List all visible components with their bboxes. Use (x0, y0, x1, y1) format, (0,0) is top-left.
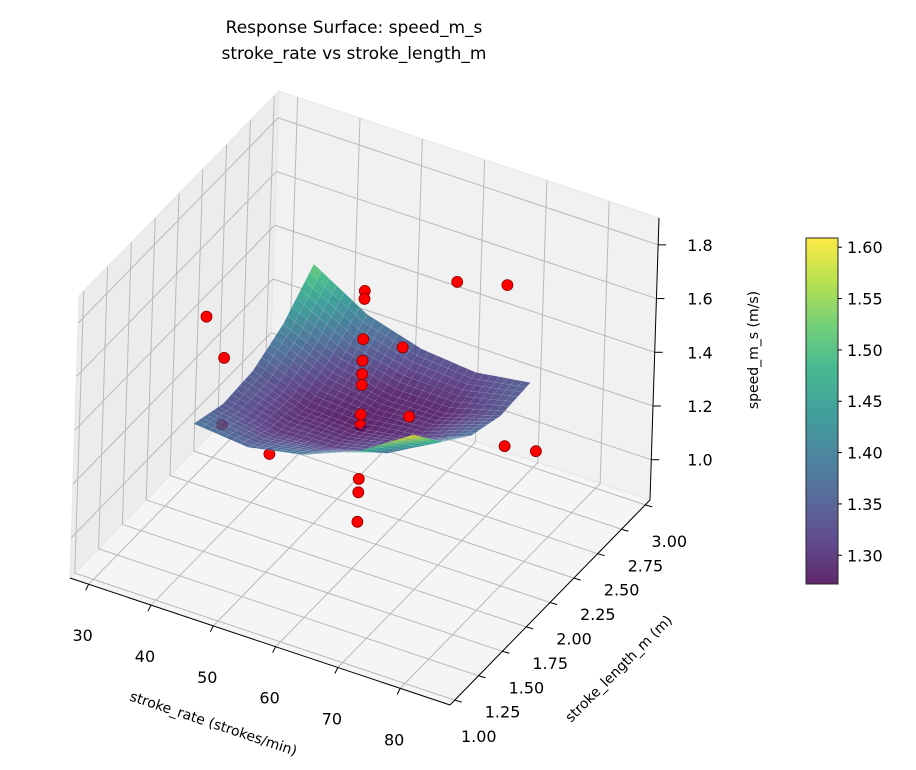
colorbar-tick-label: 1.50 (847, 341, 883, 360)
data-point (358, 334, 369, 345)
y-tick-label: 2.00 (556, 630, 592, 649)
y-tick-mark (598, 554, 605, 556)
y-tick-label: 1.75 (532, 654, 568, 673)
colorbar-tick-label: 1.45 (847, 392, 883, 411)
colorbar-tick-label: 1.40 (847, 444, 883, 463)
data-point (355, 409, 366, 420)
x-tick-label: 80 (384, 730, 404, 749)
y-tick-label: 1.25 (485, 703, 521, 722)
data-point (499, 441, 510, 452)
y-tick-label: 2.50 (604, 581, 640, 600)
data-point (404, 411, 415, 422)
z-tick-label: 1.2 (687, 397, 712, 416)
data-point (353, 487, 364, 498)
data-point (502, 280, 513, 291)
data-point (353, 473, 364, 484)
colorbar-tick-label: 1.35 (847, 495, 883, 514)
x-tick-mark (86, 584, 89, 590)
y-tick-mark (550, 603, 557, 605)
y-tick-label: 2.25 (580, 605, 616, 624)
x-tick-label: 30 (73, 626, 93, 645)
y-tick-mark (526, 627, 533, 629)
y-tick-mark (574, 578, 581, 580)
x-tick-mark (397, 688, 400, 694)
y-tick-mark (502, 651, 509, 653)
y-tick-label: 2.75 (628, 556, 664, 575)
chart-subtitle: stroke_rate vs stroke_length_m (222, 44, 487, 64)
y-tick-label: 1.00 (461, 727, 497, 746)
data-point (452, 276, 463, 287)
data-point (356, 379, 367, 390)
colorbar-tick-label: 1.30 (847, 546, 883, 565)
z-tick-label: 1.0 (687, 451, 712, 470)
x-tick-label: 50 (197, 668, 217, 687)
data-point (219, 352, 230, 363)
x-tick-label: 60 (259, 689, 279, 708)
z-tick-label: 1.6 (687, 290, 712, 309)
y-tick-label: 1.50 (509, 678, 545, 697)
data-point (357, 355, 368, 366)
y-tick-mark (479, 676, 486, 678)
z-axis-label: speed_m_s (m/s) (746, 291, 762, 409)
x-tick-mark (210, 626, 213, 632)
z-tick-label: 1.4 (687, 343, 712, 362)
x-tick-mark (335, 668, 338, 674)
data-point (359, 293, 370, 304)
y-tick-label: 3.00 (651, 532, 687, 551)
data-point (530, 446, 541, 457)
z-tick-label: 1.8 (687, 236, 712, 255)
chart-title: Response Surface: speed_m_s (226, 18, 483, 38)
colorbar-tick-label: 1.60 (847, 238, 883, 257)
data-point (201, 311, 212, 322)
x-tick-mark (148, 605, 151, 611)
x-tick-label: 70 (322, 710, 342, 729)
data-point (352, 516, 363, 527)
x-tick-label: 40 (135, 647, 155, 666)
data-point (397, 342, 408, 353)
colorbar: 1.30 1.35 1.40 1.45 1.50 1.55 1.60 (806, 238, 883, 584)
colorbar-gradient (806, 238, 838, 584)
data-point (357, 369, 368, 380)
y-tick-mark (621, 529, 628, 531)
y-tick-mark (455, 700, 462, 702)
x-tick-mark (273, 647, 276, 653)
y-tick-mark (645, 505, 652, 507)
colorbar-tick-label: 1.55 (847, 290, 883, 309)
